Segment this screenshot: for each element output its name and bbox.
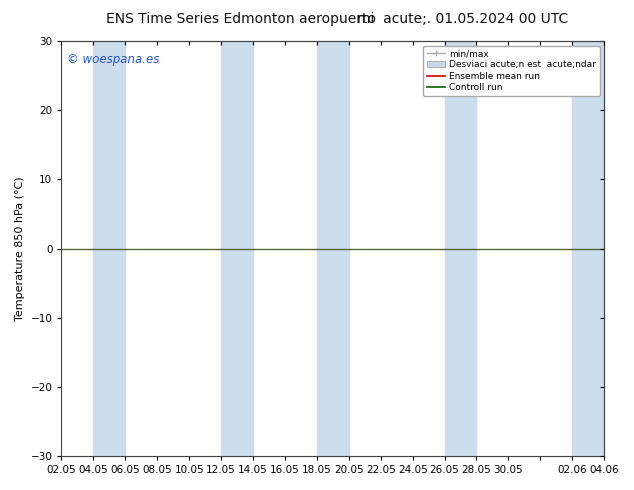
Legend: min/max, Desviaci acute;n est  acute;ndar, Ensemble mean run, Controll run: min/max, Desviaci acute;n est acute;ndar… <box>423 46 600 96</box>
Bar <box>93 41 126 456</box>
Bar <box>221 41 253 456</box>
Text: © woespana.es: © woespana.es <box>67 53 159 67</box>
Bar <box>444 41 477 456</box>
Bar <box>573 41 604 456</box>
Text: ENS Time Series Edmonton aeropuerto: ENS Time Series Edmonton aeropuerto <box>106 12 376 26</box>
Y-axis label: Temperature 850 hPa (°C): Temperature 850 hPa (°C) <box>15 176 25 321</box>
Bar <box>317 41 349 456</box>
Text: mi  acute;. 01.05.2024 00 UTC: mi acute;. 01.05.2024 00 UTC <box>357 12 569 26</box>
